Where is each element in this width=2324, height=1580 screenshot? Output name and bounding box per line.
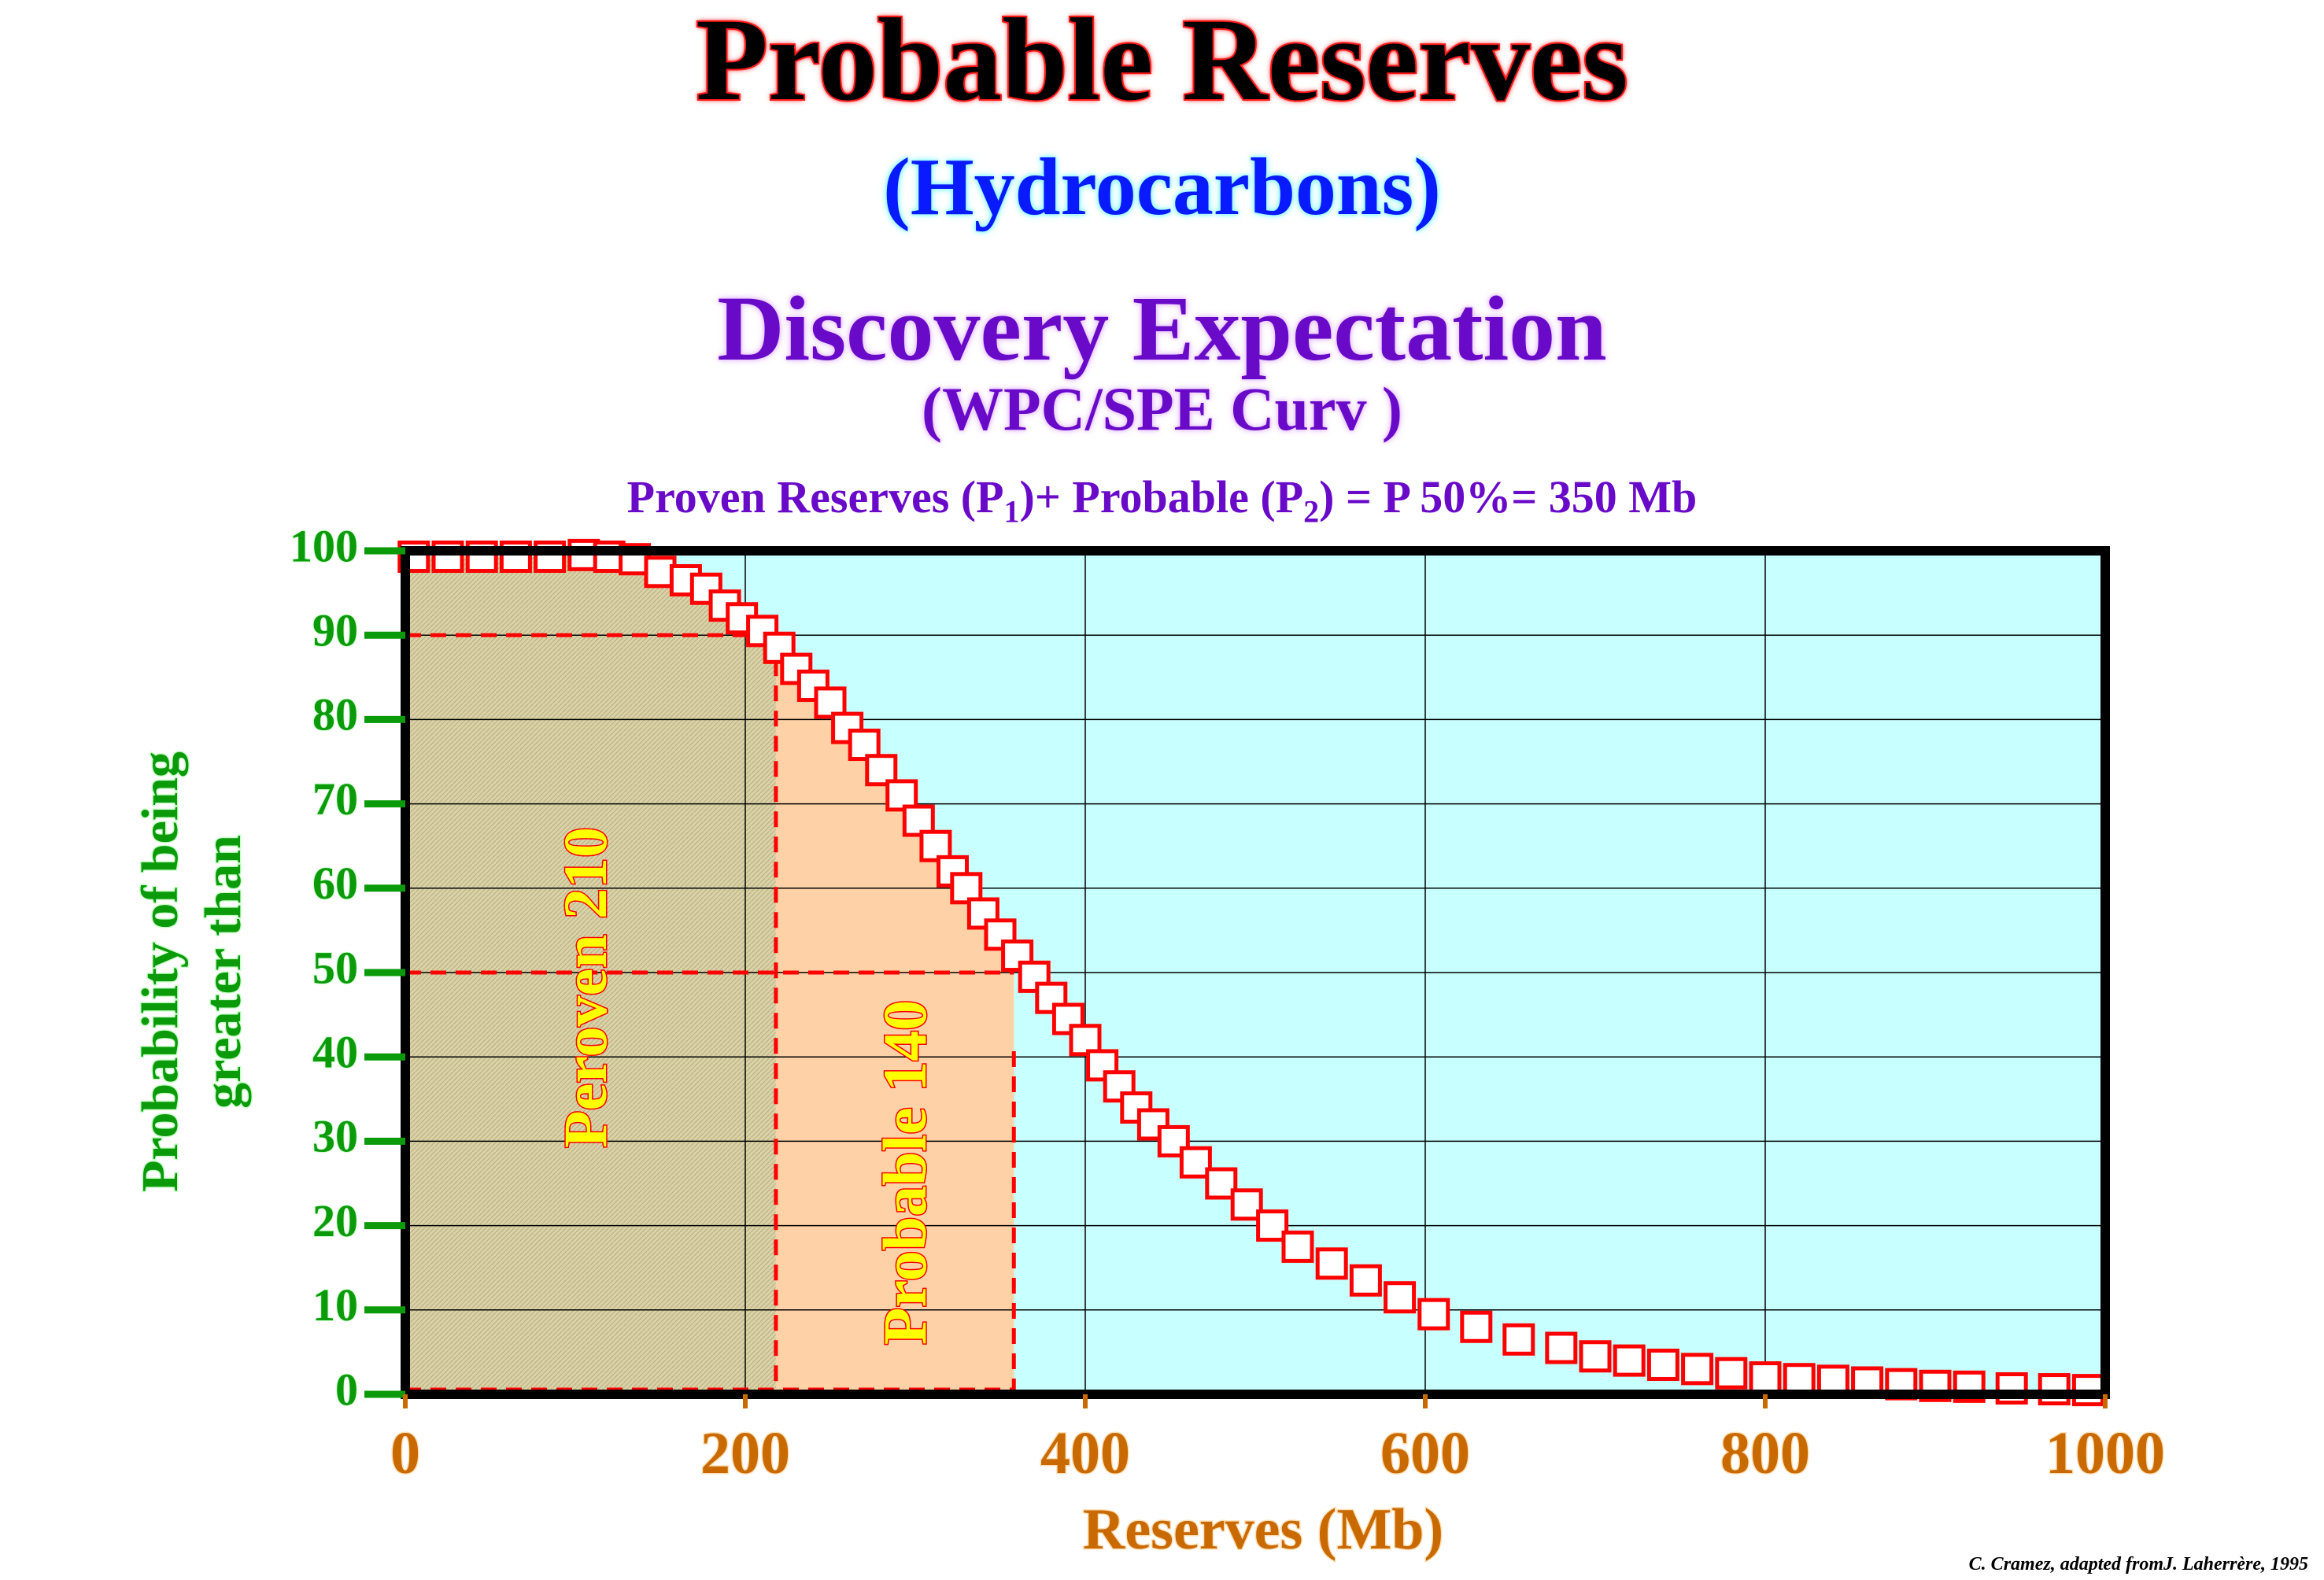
y-tick-label: 20 — [312, 1195, 358, 1246]
data-point-marker — [831, 711, 864, 744]
data-point-marker — [1086, 1049, 1119, 1082]
y-tick-label: 80 — [312, 689, 358, 740]
y-tick-label: 0 — [335, 1364, 358, 1415]
data-point-marker — [1646, 1348, 1679, 1381]
formula-subscript-2: 2 — [1303, 493, 1320, 530]
y-tick-label: 30 — [312, 1111, 358, 1162]
y-tick-label: 40 — [312, 1027, 358, 1078]
data-point-marker — [1579, 1340, 1612, 1373]
x-tick-label: 200 — [700, 1420, 790, 1486]
data-point-marker — [1715, 1357, 1748, 1390]
data-point-marker — [1281, 1230, 1314, 1263]
data-point-marker — [763, 631, 796, 664]
source-credit: C. Cramez, adapted fromJ. Laherrère, 199… — [1968, 1554, 2308, 1574]
data-point-marker — [1502, 1323, 1535, 1356]
data-point-marker — [1417, 1298, 1450, 1331]
data-point-marker — [689, 572, 722, 605]
data-point-marker — [814, 686, 847, 719]
x-axis-label: Reserves (Mb) — [1083, 1497, 1443, 1562]
chart-subtitle-discovery: Discovery Expectation — [717, 277, 1607, 380]
probable-region-label: Probable 140 — [870, 1000, 939, 1345]
data-point-marker — [1783, 1363, 1816, 1396]
formula-caption: Proven Reserves (P1)+ Probable (P2) = P … — [0, 471, 2324, 530]
formula-text-3: ) = P 50%= 350 Mb — [1319, 471, 1698, 522]
data-point-marker — [2038, 1373, 2071, 1406]
formula-text-2: )+ Probable (P — [1019, 471, 1304, 522]
y-tick-label: 50 — [312, 942, 358, 993]
chart-subtitle-hydrocarbons: (Hydrocarbons) — [883, 142, 1441, 232]
formula-subscript-1: 1 — [1003, 493, 1020, 530]
formula-text-1: Proven Reserves (P — [626, 471, 1004, 522]
y-tick-label: 100 — [290, 520, 358, 571]
data-point-marker — [1460, 1310, 1493, 1343]
data-point-marker — [1749, 1361, 1782, 1394]
x-tick-label: 800 — [1720, 1420, 1810, 1486]
data-point-marker — [1681, 1353, 1714, 1386]
data-point-marker — [1051, 1002, 1084, 1035]
x-tick-label: 400 — [1040, 1420, 1130, 1486]
probable-region — [775, 644, 1014, 1394]
data-point-marker — [1384, 1281, 1417, 1314]
x-tick-label: 0 — [390, 1420, 420, 1486]
y-tick-label: 90 — [312, 605, 358, 656]
data-point-marker — [966, 897, 999, 930]
data-point-marker — [1230, 1188, 1263, 1221]
data-point-marker — [950, 872, 983, 905]
y-axis-label-line1: Probability of being — [131, 751, 189, 1192]
y-tick-label: 70 — [312, 773, 358, 825]
data-point-marker — [1545, 1331, 1578, 1364]
y-axis-label-line2: greater than — [194, 835, 252, 1109]
y-tick-label: 10 — [312, 1279, 358, 1331]
chart-title: Probable Reserves — [694, 0, 1629, 127]
data-point-marker — [1315, 1247, 1348, 1280]
data-point-marker — [644, 556, 677, 589]
x-tick-label: 1000 — [2045, 1420, 2165, 1486]
y-tick-label: 60 — [312, 858, 358, 909]
data-point-marker — [1613, 1344, 1646, 1377]
data-point-marker — [1349, 1264, 1382, 1297]
proven-region — [405, 555, 776, 1394]
x-tick-label: 600 — [1380, 1420, 1470, 1486]
proven-region-label: Peroven 210 — [551, 827, 619, 1148]
chart-subtitle-curve: (WPC/SPE Curv ) — [922, 375, 1402, 443]
